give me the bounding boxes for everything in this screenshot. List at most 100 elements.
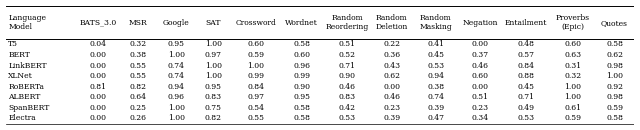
Text: BERT: BERT (8, 51, 30, 59)
Text: Crossword: Crossword (236, 19, 276, 27)
Text: 0.00: 0.00 (89, 114, 106, 122)
Text: 0.83: 0.83 (339, 93, 356, 101)
Text: 0.00: 0.00 (89, 51, 106, 59)
Text: 0.74: 0.74 (168, 62, 184, 70)
Text: 0.60: 0.60 (564, 40, 581, 48)
Text: 0.46: 0.46 (383, 93, 401, 101)
Text: 0.95: 0.95 (293, 93, 310, 101)
Text: 0.51: 0.51 (472, 93, 489, 101)
Text: 0.25: 0.25 (130, 104, 147, 112)
Text: 0.43: 0.43 (383, 62, 401, 70)
Text: 0.00: 0.00 (89, 104, 106, 112)
Text: 0.45: 0.45 (427, 51, 444, 59)
Text: 0.55: 0.55 (247, 114, 264, 122)
Text: LinkBERT: LinkBERT (8, 62, 47, 70)
Text: 0.82: 0.82 (130, 83, 147, 91)
Text: 0.59: 0.59 (247, 51, 264, 59)
Text: 0.94: 0.94 (427, 72, 444, 80)
Text: 0.53: 0.53 (517, 114, 534, 122)
Text: 0.58: 0.58 (293, 40, 310, 48)
Text: 0.00: 0.00 (89, 72, 106, 80)
Text: ALBERT: ALBERT (8, 93, 41, 101)
Text: 0.00: 0.00 (472, 40, 489, 48)
Text: 0.23: 0.23 (383, 104, 401, 112)
Text: 0.95: 0.95 (205, 83, 222, 91)
Text: 0.00: 0.00 (472, 83, 489, 91)
Text: 0.55: 0.55 (130, 72, 147, 80)
Text: 0.95: 0.95 (168, 40, 184, 48)
Text: 0.84: 0.84 (247, 83, 264, 91)
Text: 0.61: 0.61 (564, 104, 581, 112)
Text: 0.84: 0.84 (517, 62, 534, 70)
Text: 0.96: 0.96 (168, 93, 184, 101)
Text: 0.55: 0.55 (130, 62, 147, 70)
Text: 0.42: 0.42 (339, 104, 356, 112)
Text: BATS_3.0: BATS_3.0 (79, 19, 116, 27)
Text: 0.74: 0.74 (427, 93, 444, 101)
Text: SpanBERT: SpanBERT (8, 104, 50, 112)
Text: 0.48: 0.48 (517, 40, 534, 48)
Text: 0.37: 0.37 (472, 51, 489, 59)
Text: 1.00: 1.00 (606, 72, 623, 80)
Text: XLNet: XLNet (8, 72, 33, 80)
Text: 0.41: 0.41 (427, 40, 444, 48)
Text: 0.47: 0.47 (427, 114, 444, 122)
Text: 0.53: 0.53 (339, 114, 356, 122)
Text: 0.90: 0.90 (293, 83, 310, 91)
Text: 0.58: 0.58 (293, 114, 310, 122)
Text: 0.53: 0.53 (427, 62, 444, 70)
Text: T5: T5 (8, 40, 19, 48)
Text: 0.62: 0.62 (606, 51, 623, 59)
Text: 0.00: 0.00 (383, 83, 401, 91)
Text: Proverbs
(Epic): Proverbs (Epic) (556, 14, 590, 31)
Text: 0.39: 0.39 (427, 104, 444, 112)
Text: 1.00: 1.00 (564, 93, 581, 101)
Text: 0.60: 0.60 (472, 72, 489, 80)
Text: 0.52: 0.52 (339, 51, 356, 59)
Text: 0.32: 0.32 (564, 72, 581, 80)
Text: 1.00: 1.00 (168, 104, 184, 112)
Text: 0.83: 0.83 (205, 93, 222, 101)
Text: 0.75: 0.75 (205, 104, 222, 112)
Text: Electra: Electra (8, 114, 36, 122)
Text: 0.58: 0.58 (293, 104, 310, 112)
Text: 0.71: 0.71 (339, 62, 356, 70)
Text: Google: Google (163, 19, 189, 27)
Text: 0.00: 0.00 (89, 62, 106, 70)
Text: 0.46: 0.46 (472, 62, 489, 70)
Text: 0.92: 0.92 (606, 83, 623, 91)
Text: 0.38: 0.38 (427, 83, 444, 91)
Text: 0.46: 0.46 (339, 83, 356, 91)
Text: 0.98: 0.98 (606, 93, 623, 101)
Text: MSR: MSR (129, 19, 148, 27)
Text: 0.26: 0.26 (130, 114, 147, 122)
Text: 0.94: 0.94 (168, 83, 184, 91)
Text: 0.59: 0.59 (606, 104, 623, 112)
Text: 0.23: 0.23 (472, 104, 489, 112)
Text: 1.00: 1.00 (168, 51, 184, 59)
Text: 0.57: 0.57 (517, 51, 534, 59)
Text: 0.64: 0.64 (130, 93, 147, 101)
Text: 0.49: 0.49 (517, 104, 534, 112)
Text: 0.34: 0.34 (472, 114, 489, 122)
Text: Quotes: Quotes (601, 19, 628, 27)
Text: 0.45: 0.45 (517, 83, 534, 91)
Text: 0.51: 0.51 (339, 40, 356, 48)
Text: 0.97: 0.97 (205, 51, 222, 59)
Text: 0.62: 0.62 (383, 72, 401, 80)
Text: 0.63: 0.63 (564, 51, 581, 59)
Text: 1.00: 1.00 (168, 114, 184, 122)
Text: 1.00: 1.00 (564, 83, 581, 91)
Text: 0.88: 0.88 (517, 72, 534, 80)
Text: 0.58: 0.58 (606, 114, 623, 122)
Text: 1.00: 1.00 (247, 62, 264, 70)
Text: 0.54: 0.54 (247, 104, 264, 112)
Text: Random
Reordering: Random Reordering (325, 14, 369, 31)
Text: 0.60: 0.60 (293, 51, 310, 59)
Text: Random
Deletion: Random Deletion (376, 14, 408, 31)
Text: RoBERTa: RoBERTa (8, 83, 44, 91)
Text: 0.96: 0.96 (293, 62, 310, 70)
Text: 0.90: 0.90 (339, 72, 356, 80)
Text: 0.99: 0.99 (293, 72, 310, 80)
Text: 0.39: 0.39 (383, 114, 401, 122)
